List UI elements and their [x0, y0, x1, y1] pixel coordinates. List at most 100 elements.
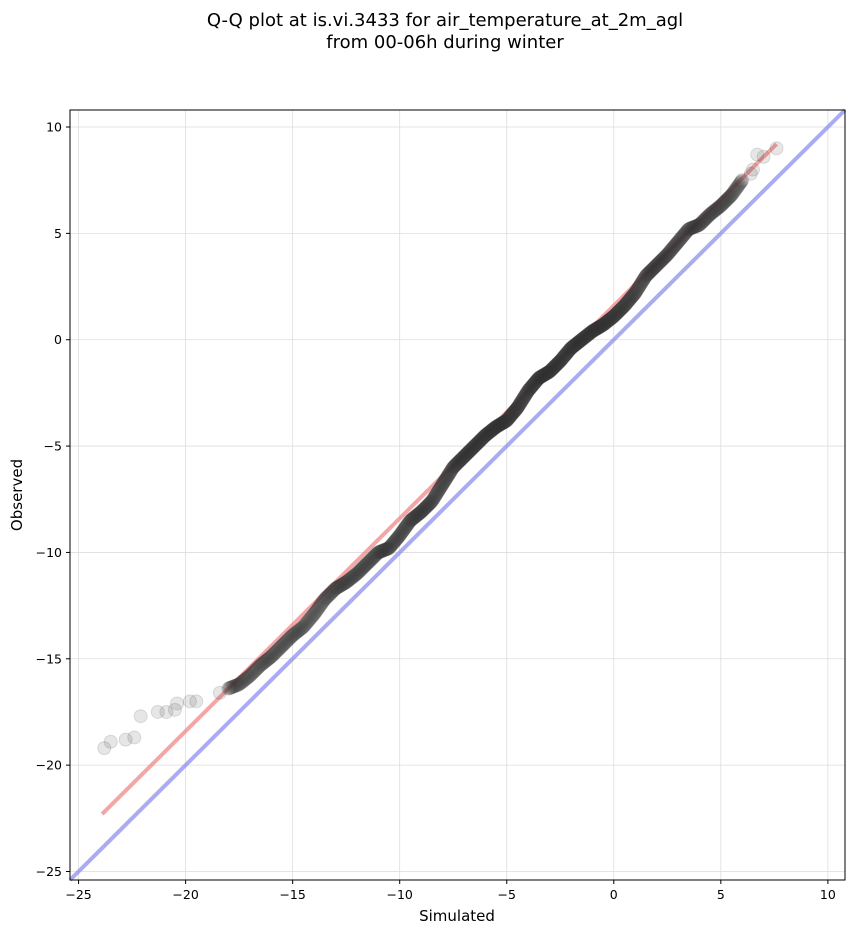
qq-point [340, 574, 355, 589]
qq-point [516, 390, 531, 405]
qq-point [338, 575, 353, 590]
qq-point [278, 635, 293, 650]
qq-point [671, 234, 686, 249]
qq-point [395, 523, 410, 538]
qq-point [335, 577, 350, 592]
qq-point [285, 628, 300, 643]
qq-point [717, 195, 732, 210]
qq-point [704, 206, 719, 221]
qq-point [675, 229, 690, 244]
qq-point [546, 360, 561, 375]
qq-point [384, 538, 399, 553]
qq-point [657, 250, 672, 265]
qq-point [711, 200, 726, 215]
qq-point [636, 272, 651, 287]
qq-point [240, 670, 255, 685]
qq-point [594, 318, 609, 333]
qq-point [600, 313, 615, 328]
qq-point [597, 316, 612, 331]
qq-point [277, 636, 292, 651]
qq-point [472, 433, 487, 448]
qq-point [705, 205, 720, 220]
qq-point [265, 648, 280, 663]
qq-point [406, 511, 421, 526]
qq-point [420, 498, 435, 513]
qq-point [483, 424, 498, 439]
qq-point [605, 310, 620, 325]
qq-point [673, 231, 688, 246]
qq-point [582, 326, 597, 341]
qq-point [468, 437, 483, 452]
qq-point [442, 465, 457, 480]
qq-point [620, 294, 635, 309]
y-tick-label: 10 [46, 120, 62, 135]
qq-point [453, 452, 468, 467]
qq-point [573, 333, 588, 348]
qq-point [520, 385, 535, 400]
qq-point [399, 518, 414, 533]
qq-point [691, 218, 706, 233]
qq-point [445, 461, 460, 476]
qq-point [542, 364, 557, 379]
qq-point [433, 480, 448, 495]
qq-point [167, 702, 182, 717]
qq-point [313, 598, 328, 613]
qq-point [667, 239, 682, 254]
qq-point [585, 323, 600, 338]
qq-point [371, 545, 386, 560]
qq-point [150, 704, 165, 719]
qq-point [364, 552, 379, 567]
qq-point [490, 418, 505, 433]
qq-point [381, 541, 396, 556]
qq-point [656, 251, 671, 266]
qq-point [233, 676, 248, 691]
qq-point [278, 635, 293, 650]
qq-point [580, 328, 595, 343]
qq-point [537, 367, 552, 382]
qq-point [159, 704, 174, 719]
qq-point [389, 532, 404, 547]
qq-point [431, 484, 446, 499]
qq-point [558, 348, 573, 363]
qq-point [563, 341, 578, 356]
qq-point [469, 437, 484, 452]
qq-point [439, 471, 454, 486]
qq-point [454, 452, 469, 467]
qq-point [384, 537, 399, 552]
qq-point [306, 608, 321, 623]
qq-point [429, 487, 444, 502]
qq-point [665, 241, 680, 256]
qq-point [685, 220, 700, 235]
qq-point [543, 363, 558, 378]
qq-point [712, 199, 727, 214]
qq-point [358, 557, 373, 572]
qq-point [347, 568, 362, 583]
y-tick-label: −5 [44, 439, 62, 454]
qq-point [280, 633, 295, 648]
qq-point [413, 505, 428, 520]
qq-point [676, 227, 691, 242]
qq-point [655, 252, 670, 267]
qq-point [289, 625, 304, 640]
qq-point [477, 429, 492, 444]
qq-point [710, 201, 725, 216]
qq-point [696, 214, 711, 229]
qq-point [574, 333, 589, 348]
qq-point [326, 583, 341, 598]
qq-point [331, 579, 346, 594]
qq-point [660, 247, 675, 262]
qq-point [269, 644, 284, 659]
qq-point [482, 425, 497, 440]
qq-point [572, 334, 587, 349]
qq-point [246, 665, 261, 680]
qq-point [302, 612, 317, 627]
qq-point [730, 180, 745, 195]
qq-point [530, 372, 545, 387]
qq-point [672, 232, 687, 247]
qq-point [246, 664, 261, 679]
qq-point [637, 271, 652, 286]
qq-point [353, 563, 368, 578]
qq-point [523, 380, 538, 395]
chart-subtitle: from 00-06h during winter [326, 32, 564, 53]
